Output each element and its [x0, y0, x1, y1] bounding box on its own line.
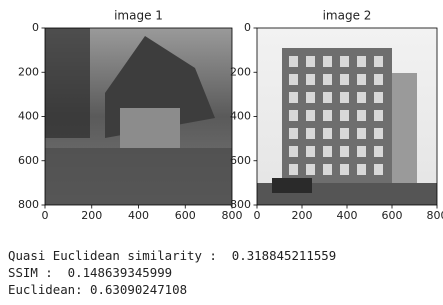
image-pixels	[340, 146, 349, 157]
image-pixels	[357, 74, 366, 85]
image-pixels	[357, 56, 366, 67]
image-pixels	[340, 56, 349, 67]
image-pixels	[374, 164, 383, 175]
image-pixels	[289, 164, 298, 175]
image-pixels	[289, 110, 298, 121]
image-pixels	[323, 92, 332, 103]
image-pixels	[374, 74, 383, 85]
chart-title: image 1	[114, 9, 163, 23]
image-pixels	[357, 128, 366, 139]
image-pixels	[323, 164, 332, 175]
x-tick-label: 600	[382, 209, 403, 222]
y-tick-label: 200	[230, 65, 251, 78]
image-pixels	[340, 92, 349, 103]
image-pixels	[289, 92, 298, 103]
image-pixels	[374, 56, 383, 67]
image-pixels	[289, 74, 298, 85]
x-tick-label: 800	[427, 209, 443, 222]
output-line: SSIM : 0.148639345999	[8, 264, 336, 281]
y-tick-label: 400	[18, 110, 39, 123]
image-pixels	[374, 128, 383, 139]
image-pixels	[289, 56, 298, 67]
y-tick-label: 0	[244, 21, 251, 34]
y-tick-label: 0	[32, 21, 39, 34]
chart-title: image 2	[323, 9, 372, 23]
output-line: Quasi Euclidean similarity : 0.318845211…	[8, 247, 336, 264]
image-pixels	[323, 74, 332, 85]
image-pixels	[357, 164, 366, 175]
image-pixels	[306, 92, 315, 103]
y-tick-label: 600	[230, 154, 251, 167]
page: image 102004006008000200400600800image 2…	[0, 0, 443, 305]
x-tick-label: 400	[337, 209, 358, 222]
x-tick-label: 600	[175, 209, 196, 222]
y-tick-label: 800	[230, 198, 251, 211]
x-tick-label: 0	[42, 209, 49, 222]
image-pixels	[45, 28, 90, 138]
image-pixels	[306, 128, 315, 139]
image-pixels	[306, 146, 315, 157]
image-pixels	[323, 56, 332, 67]
image-pixels	[357, 110, 366, 121]
x-tick-label: 200	[292, 209, 313, 222]
image-pixels	[306, 74, 315, 85]
image-pixels	[323, 128, 332, 139]
image-pixels	[306, 110, 315, 121]
x-tick-label: 0	[254, 209, 261, 222]
image-pixels	[289, 128, 298, 139]
image-pixels	[306, 164, 315, 175]
y-tick-label: 200	[18, 65, 39, 78]
image-pixels	[374, 110, 383, 121]
image-pixels	[357, 146, 366, 157]
console-output: Quasi Euclidean similarity : 0.318845211…	[8, 247, 336, 298]
image-pixels	[392, 73, 417, 188]
x-tick-label: 200	[81, 209, 102, 222]
image-pixels	[340, 128, 349, 139]
image-pixels	[306, 56, 315, 67]
image-pixels	[323, 146, 332, 157]
image-pixels	[272, 178, 312, 193]
output-line: Euclidean: 0.63090247108	[8, 281, 336, 298]
image-pixels	[357, 92, 366, 103]
y-tick-label: 600	[18, 154, 39, 167]
image-pixels	[289, 146, 298, 157]
x-tick-label: 400	[128, 209, 149, 222]
image-pixels	[340, 110, 349, 121]
y-tick-label: 800	[18, 198, 39, 211]
image-pixels	[340, 164, 349, 175]
image-pixels	[45, 148, 232, 205]
image-pixels	[323, 110, 332, 121]
image-pixels	[340, 74, 349, 85]
image-pixels	[374, 92, 383, 103]
y-tick-label: 400	[230, 110, 251, 123]
image-pixels	[374, 146, 383, 157]
image-pixels	[120, 108, 180, 148]
